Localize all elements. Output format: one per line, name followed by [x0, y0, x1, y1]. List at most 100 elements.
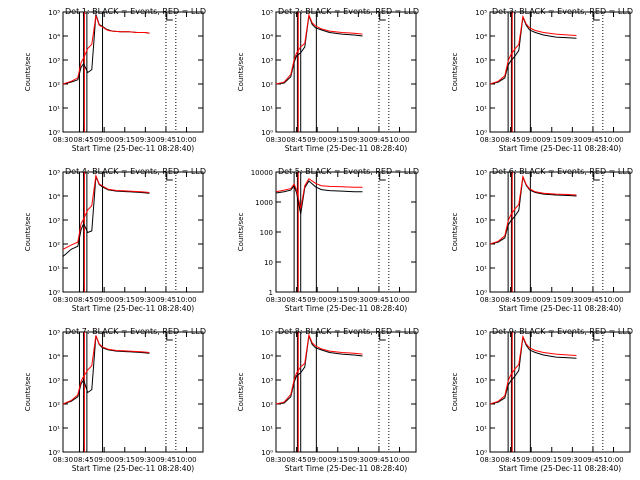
y-tick-label: 10¹: [48, 425, 60, 433]
y-tick-label: 10⁰: [48, 129, 60, 137]
series-events: [489, 175, 577, 245]
x-axis-label: Start Time (25-Dec-11 08:28:40): [285, 144, 407, 153]
y-tick-label: 10¹: [48, 105, 60, 113]
y-axis-label: Counts/sec: [451, 213, 459, 252]
y-tick-label: 10³: [475, 217, 487, 225]
series-lld: [489, 334, 577, 405]
panel-title: Det 3: BLACK = Events, RED = LLD: [492, 7, 633, 16]
x-tick-label: 08:45: [73, 296, 93, 304]
x-tick-label: 09:15: [542, 456, 562, 464]
x-tick-label: 09:45: [583, 456, 603, 464]
x-axis-label: Start Time (25-Dec-11 08:28:40): [285, 464, 407, 473]
bracket-marker: [166, 334, 173, 341]
y-tick-label: 10⁰: [475, 129, 487, 137]
panel-det-9: Det 9: BLACK = Events, RED = LLD 10⁰ 10¹ 10…: [451, 327, 633, 473]
x-tick-label: 09:45: [583, 136, 603, 144]
x-tick-label: 09:45: [369, 296, 389, 304]
x-tick-label: 08:30: [480, 456, 500, 464]
y-tick-label: 100: [260, 229, 273, 237]
plot-frame: [275, 331, 417, 453]
y-tick-label: 10⁴: [475, 33, 487, 41]
x-tick-label: 09:45: [369, 456, 389, 464]
bracket-marker: [379, 174, 386, 181]
y-tick-label: 10²: [475, 81, 487, 89]
panel-det-3: Det 3: BLACK = Events, RED = LLD 10⁰ 10¹ 10…: [451, 7, 633, 153]
x-tick-label: 09:45: [156, 136, 176, 144]
y-axis-label: Counts/sec: [24, 53, 32, 92]
x-tick-label: 09:00: [307, 296, 327, 304]
plot-frame: [489, 171, 631, 293]
x-tick-label: 10:00: [389, 136, 409, 144]
series-events: [489, 335, 577, 405]
y-tick-label: 10¹: [475, 105, 487, 113]
x-tick-label: 10:00: [603, 456, 623, 464]
y-tick-label: 10³: [48, 377, 60, 385]
bracket-marker: [379, 14, 386, 21]
y-tick-label: 10⁵: [48, 169, 60, 177]
y-tick-label: 10⁰: [475, 289, 487, 297]
x-tick-label: 09:30: [562, 136, 582, 144]
series-lld: [62, 15, 150, 85]
x-tick-label: 09:15: [115, 296, 135, 304]
y-axis-label: Counts/sec: [451, 53, 459, 92]
x-tick-label: 08:30: [266, 136, 286, 144]
x-tick-label: 08:30: [480, 136, 500, 144]
x-tick-label: 09:30: [135, 456, 155, 464]
x-axis-label: Start Time (25-Dec-11 08:28:40): [72, 144, 194, 153]
x-tick-label: 09:00: [521, 136, 541, 144]
panel-title: Det 8: BLACK = Events, RED = LLD: [278, 327, 419, 336]
x-tick-label: 10:00: [176, 456, 196, 464]
y-tick-label: 10¹: [261, 425, 273, 433]
panel-title: Det 4: BLACK = Events, RED = LLD: [65, 167, 206, 176]
y-tick-label: 10²: [475, 241, 487, 249]
y-tick-label: 10⁰: [48, 449, 60, 457]
x-tick-label: 08:45: [286, 136, 306, 144]
x-tick-label: 09:00: [94, 456, 114, 464]
series-events: [275, 180, 363, 214]
panel-title: Det 7: BLACK = Events, RED = LLD: [65, 327, 206, 336]
y-tick-label: 10²: [261, 401, 273, 409]
x-tick-label: 09:00: [307, 456, 327, 464]
x-tick-label: 09:00: [521, 296, 541, 304]
x-tick-label: 08:45: [500, 296, 520, 304]
series-lld: [489, 174, 577, 245]
x-tick-label: 08:45: [73, 456, 93, 464]
x-tick-label: 08:45: [73, 136, 93, 144]
x-tick-label: 10:00: [176, 296, 196, 304]
bracket-marker: [593, 334, 600, 341]
x-tick-label: 09:30: [348, 456, 368, 464]
plot-frame: [275, 11, 417, 133]
y-tick-label: 10⁴: [48, 353, 60, 361]
y-tick-label: 10³: [48, 217, 60, 225]
panel-det-1: Det 1: BLACK = Events, RED = LLD 10⁰ 10¹ 10…: [24, 7, 206, 153]
x-tick-label: 09:45: [583, 296, 603, 304]
y-tick-label: 10⁰: [475, 449, 487, 457]
y-tick-label: 10¹: [261, 105, 273, 113]
y-axis-label: Counts/sec: [451, 373, 459, 412]
bracket-marker: [593, 14, 600, 21]
bracket-marker: [593, 174, 600, 181]
bracket-marker: [379, 334, 386, 341]
x-tick-label: 09:45: [156, 296, 176, 304]
panel-title: Det 2: BLACK = Events, RED = LLD: [278, 7, 419, 16]
bracket-marker: [166, 14, 173, 21]
y-tick-label: 10²: [48, 81, 60, 89]
x-tick-label: 08:45: [286, 296, 306, 304]
series-events: [275, 335, 363, 405]
y-tick-label: 10⁵: [261, 329, 273, 337]
plot-frame: [489, 331, 631, 453]
series-lld: [62, 173, 150, 250]
y-tick-label: 10³: [261, 377, 273, 385]
y-tick-label: 10⁴: [475, 353, 487, 361]
x-tick-label: 09:30: [135, 296, 155, 304]
y-tick-label: 10⁵: [48, 9, 60, 17]
x-tick-label: 10:00: [603, 136, 623, 144]
series-events: [489, 15, 577, 85]
y-tick-label: 10000: [251, 169, 273, 177]
y-tick-label: 10³: [475, 57, 487, 65]
y-tick-label: 10¹: [475, 265, 487, 273]
y-tick-label: 10²: [48, 241, 60, 249]
x-tick-label: 09:30: [348, 136, 368, 144]
panel-title: Det 6: BLACK = Events, RED = LLD: [492, 167, 633, 176]
x-tick-label: 10:00: [389, 456, 409, 464]
